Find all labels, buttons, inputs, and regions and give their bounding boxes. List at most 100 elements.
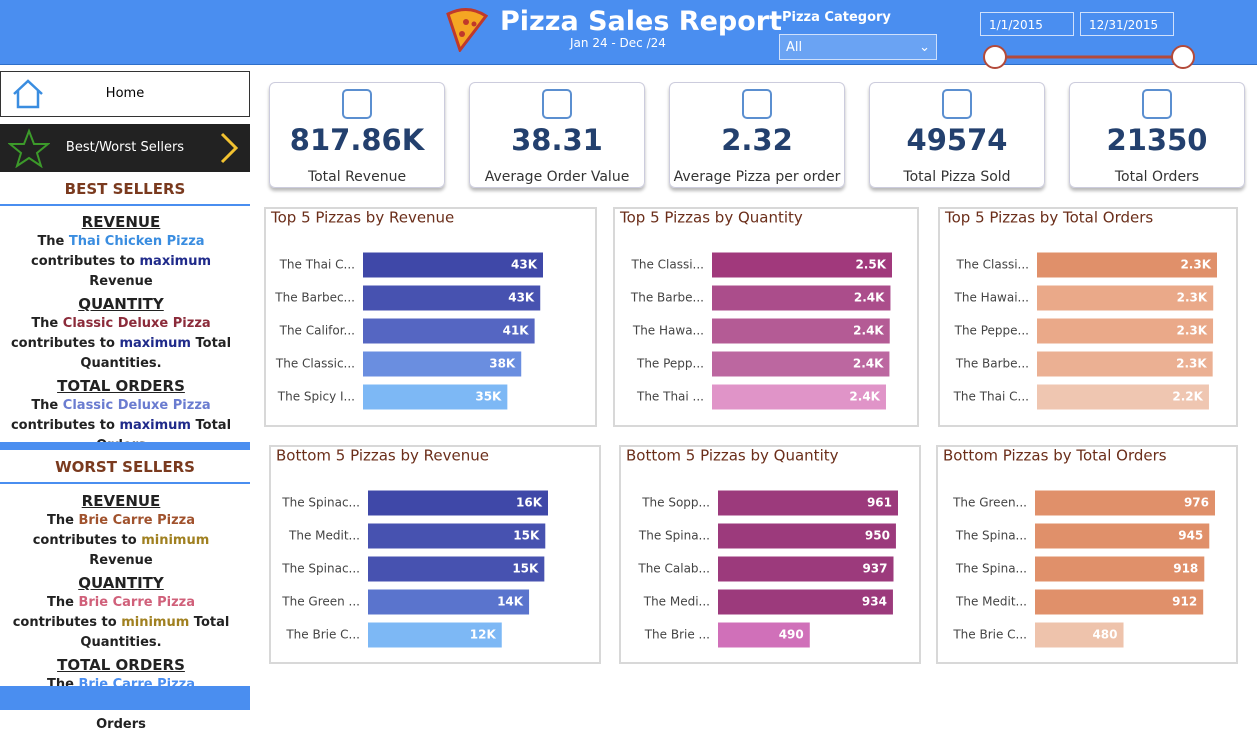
value-label: 15K (512, 562, 539, 576)
category-label: The Classic... (275, 357, 355, 371)
text-segment: contributes to (30, 254, 135, 269)
chart-title: Top 5 Pizzas by Revenue (270, 209, 454, 227)
text-segment: maximum (119, 336, 191, 351)
kpi-value: 2.32 (721, 123, 793, 157)
home-button[interactable]: Home (0, 71, 250, 117)
kpi-icon (742, 89, 772, 119)
value-label: 2.3K (1180, 258, 1211, 272)
text-segment: contributes to (10, 418, 115, 433)
category-label: The Hawai... (954, 291, 1029, 305)
kpi-icon (942, 89, 972, 119)
value-label: 490 (779, 628, 804, 642)
kpi-icon (542, 89, 572, 119)
bar (718, 589, 893, 615)
kpi-label: Average Pizza per order (673, 169, 841, 185)
bar (368, 490, 548, 516)
value-label: 976 (1184, 496, 1209, 510)
value-label: 950 (865, 529, 890, 543)
text-segment: maximum (119, 418, 191, 433)
filter-label: Pizza Category (782, 10, 891, 25)
category-label: The Califor... (279, 324, 355, 338)
value-label: 2.4K (854, 291, 885, 305)
bar (1035, 490, 1215, 516)
category-label: The Spina... (955, 529, 1027, 543)
bar (1035, 622, 1124, 648)
value-label: 2.5K (855, 258, 886, 272)
kpi-card: 2.32 Average Pizza per order (669, 82, 845, 188)
category-label: The Barbe... (955, 357, 1029, 371)
section-text: The Brie Carre Pizza contributes to mini… (0, 511, 242, 571)
category-label: The Medit... (288, 529, 360, 543)
bar (718, 523, 896, 549)
text-segment: Total Quantities. (80, 615, 230, 650)
text-segment: Revenue (89, 553, 153, 568)
text-segment: Total Quantities. (80, 336, 232, 371)
category-label: The Barbec... (274, 291, 355, 305)
value-label: 2.3K (1177, 291, 1208, 305)
bar (1037, 285, 1214, 311)
value-label: 945 (1178, 529, 1203, 543)
chart-title: Top 5 Pizzas by Quantity (619, 209, 803, 227)
chart-title: Top 5 Pizzas by Total Orders (944, 209, 1153, 227)
kpi-value: 49574 (906, 123, 1008, 157)
kpi-icon (1142, 89, 1172, 119)
subtitle: Jan 24 - Dec /24 (570, 36, 666, 50)
section-heading: REVENUE (81, 492, 161, 510)
category-label: The Spina... (638, 529, 710, 543)
category-label: The Spinac... (281, 496, 360, 510)
text-segment: The (31, 316, 59, 331)
best-worst-button[interactable]: Best/Worst Sellers (0, 124, 250, 172)
value-label: 35K (475, 390, 502, 404)
kpi-value: 38.31 (511, 123, 603, 157)
bar (368, 556, 545, 582)
bar (1035, 523, 1210, 549)
text-segment: Classic Deluxe Pizza (62, 316, 211, 331)
value-label: 41K (503, 324, 530, 338)
section-heading: TOTAL ORDERS (57, 377, 185, 395)
category-label: The Medi... (643, 595, 710, 609)
header: Pizza Sales Report Jan 24 - Dec /24 Pizz… (0, 0, 1257, 69)
home-label: Home (105, 86, 145, 101)
kpi-card: 21350 Total Orders (1069, 82, 1245, 188)
bar (363, 351, 522, 377)
title: Pizza Sales Report (500, 6, 782, 37)
bar (363, 252, 543, 278)
text-segment: Revenue (89, 274, 153, 289)
category-dropdown[interactable]: All ⌄ (779, 34, 937, 60)
category-label: The Spina... (955, 562, 1027, 576)
bar (712, 351, 890, 377)
kpi-label: Total Orders (1114, 169, 1200, 185)
best-list: REVENUE The Thai Chicken Pizza contribute… (0, 210, 242, 456)
worst-title: WORST SELLERS (0, 452, 250, 484)
kpi-label: Total Revenue (307, 169, 407, 185)
value-label: 937 (862, 562, 887, 576)
section-heading: TOTAL ORDERS (57, 656, 185, 674)
category-label: The Spicy I... (277, 390, 355, 404)
text-segment: The (31, 398, 59, 413)
bar (712, 384, 886, 410)
category-label: The Thai ... (636, 390, 704, 404)
bar (368, 523, 546, 549)
chart-title: Bottom 5 Pizzas by Quantity (626, 447, 839, 465)
best-title: BEST SELLERS (0, 174, 250, 206)
kpi-icon (342, 89, 372, 119)
bar (718, 490, 898, 516)
value-label: 12K (470, 628, 497, 642)
date-from[interactable]: 1/1/2015 (980, 12, 1074, 36)
text-segment: The (47, 595, 74, 610)
text-segment: Brie Carre Pizza (78, 513, 195, 528)
bar (1037, 318, 1214, 344)
kpi-label: Total Pizza Sold (903, 169, 1011, 185)
date-to[interactable]: 12/31/2015 (1080, 12, 1174, 36)
section-heading: REVENUE (81, 213, 161, 231)
category-label: The Sopp... (641, 496, 710, 510)
chart-title: Bottom 5 Pizzas by Revenue (276, 447, 489, 465)
bar (712, 318, 890, 344)
date-slider[interactable] (980, 44, 1200, 70)
kpi-value: 817.86K (289, 123, 425, 157)
category-label: The Medit... (955, 595, 1027, 609)
text-segment: maximum (139, 254, 212, 269)
dropdown-value: All (786, 40, 803, 55)
value-label: 2.3K (1176, 324, 1207, 338)
